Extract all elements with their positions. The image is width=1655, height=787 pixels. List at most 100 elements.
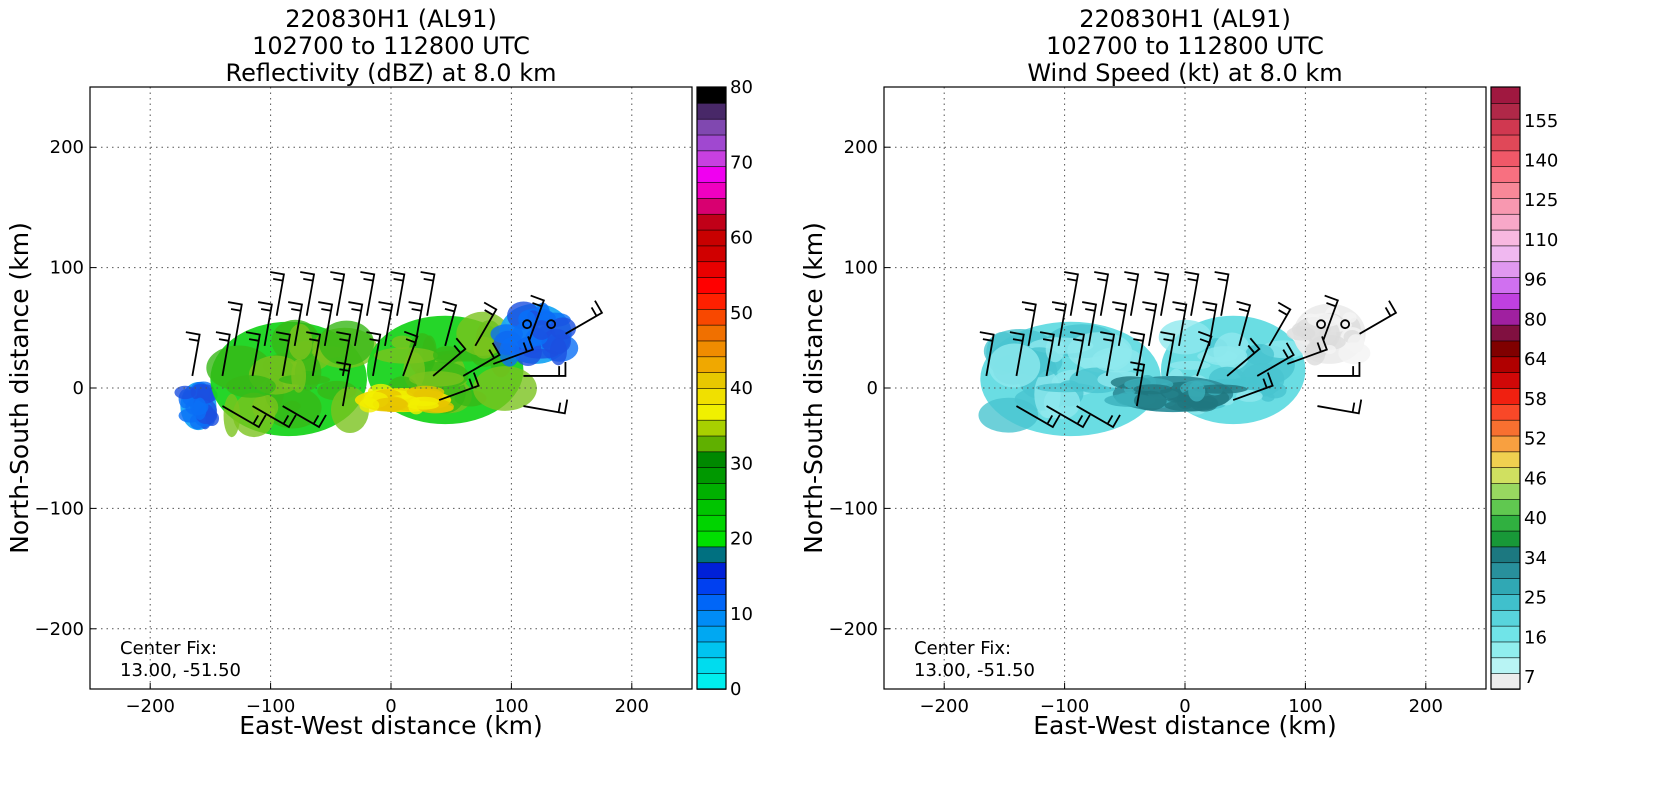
colorbar-segment	[1490, 577, 1521, 595]
colorbar-tick-label: 70	[730, 152, 753, 173]
wind-barb	[1154, 271, 1170, 316]
wind-barb	[523, 361, 567, 377]
field-cell	[1133, 384, 1173, 395]
colorbar-segment	[696, 387, 727, 405]
colorbar-segment	[696, 403, 727, 421]
colorbar-segment	[696, 530, 727, 548]
wind-barb	[1039, 331, 1055, 377]
wind-barb	[402, 330, 419, 377]
colorbar-tick-label: 30	[730, 453, 753, 474]
field-cell	[288, 323, 313, 360]
field-cell	[1286, 326, 1316, 341]
colorbar-segment	[1490, 466, 1521, 484]
wind-barb	[1256, 342, 1295, 377]
colorbar: 0 10 20 30 40 50 60 70 80	[696, 77, 753, 700]
colorbar-segment	[1490, 609, 1521, 627]
wind-barb	[1317, 399, 1363, 415]
wind-barb	[523, 399, 569, 415]
wind-barb	[1015, 405, 1061, 429]
colorbar-segment	[1490, 530, 1521, 548]
field-cell	[291, 358, 307, 393]
colorbar-segment	[696, 213, 727, 231]
colorbar-segment	[696, 451, 727, 469]
x-tick-label: 200	[615, 696, 649, 717]
x-tick-label: 100	[494, 696, 528, 717]
field-cell	[1201, 346, 1248, 366]
colorbar-segment	[1490, 371, 1521, 389]
colorbar-tick-label: 7	[1524, 667, 1535, 688]
y-axis-label: North-South distance (km)	[5, 222, 34, 554]
colorbar-tick-label: 16	[1524, 627, 1547, 648]
wind-barb	[1124, 271, 1140, 316]
chart-title-line: 220830H1 (AL91)	[1079, 5, 1291, 33]
colorbar-segment	[1490, 657, 1521, 674]
wind-barb	[438, 372, 480, 401]
colorbar-tick-label: 52	[1524, 429, 1547, 450]
colorbar-segment	[696, 197, 727, 215]
y-tick-label: 100	[844, 258, 878, 279]
wind-barb	[1202, 301, 1218, 347]
wind-barb	[1317, 361, 1361, 377]
wind-barb	[528, 294, 545, 341]
colorbar-segment	[1490, 451, 1521, 469]
colorbar-tick-label: 40	[730, 378, 753, 399]
colorbar-segment	[696, 308, 727, 326]
field-cell	[174, 385, 196, 400]
field-regions	[174, 301, 579, 438]
colorbar-segment	[696, 150, 727, 168]
x-tick-label: −100	[246, 696, 295, 717]
colorbar-segment	[1490, 308, 1521, 326]
colorbar-segment	[1490, 672, 1521, 690]
wind-barb	[336, 331, 352, 377]
colorbar-tick-label: 64	[1524, 349, 1547, 370]
colorbar-segment	[696, 356, 727, 373]
wind-barb	[1236, 300, 1252, 347]
wind-barb	[288, 301, 304, 347]
colorbar-segment	[1490, 165, 1521, 183]
wind-barb	[1359, 300, 1398, 335]
wind-barb	[1226, 337, 1261, 377]
wind-barb	[1100, 331, 1116, 377]
wind-barb	[1112, 301, 1128, 347]
colorbar-segment	[1490, 356, 1521, 373]
wind-barbs	[979, 271, 1398, 429]
colorbar-segment	[696, 102, 727, 120]
field-cell	[1188, 381, 1206, 402]
colorbar-tick-label: 155	[1524, 111, 1558, 132]
wind-barb	[1063, 271, 1079, 316]
wind-barb	[1268, 301, 1292, 347]
wind-barb	[1172, 301, 1188, 347]
wind-barb	[408, 301, 424, 347]
colorbar-segment	[1490, 324, 1521, 342]
wind-barb	[330, 271, 346, 316]
colorbar-segment	[1490, 435, 1521, 453]
colorbar-segment	[1490, 546, 1521, 564]
field-cell	[1035, 383, 1095, 393]
wind-barb	[252, 405, 297, 429]
colorbar-segment	[696, 245, 727, 263]
colorbar-segment	[1490, 292, 1521, 310]
wind-barb	[432, 337, 467, 377]
colorbar-segment	[1490, 561, 1521, 579]
wind-barb	[462, 342, 501, 377]
colorbar-tick-label: 96	[1524, 270, 1547, 291]
colorbar-segment	[696, 498, 727, 516]
colorbar-tick-label: 46	[1524, 468, 1547, 489]
wind-barb	[1051, 301, 1067, 347]
colorbar-segment	[696, 118, 727, 136]
x-axis-label: East-West distance (km)	[239, 711, 543, 740]
wind-barb	[257, 301, 273, 347]
x-tick-label: −200	[919, 696, 968, 717]
colorbar-segment	[1490, 150, 1521, 168]
wind-barb	[493, 336, 534, 365]
colorbar-tick-label: 50	[730, 303, 753, 324]
chart-title-line: Wind Speed (kt) at 8.0 km	[1027, 59, 1342, 87]
colorbar-segment	[1490, 245, 1521, 263]
y-tick-label: 0	[73, 378, 84, 399]
field-cell	[433, 346, 462, 365]
colorbar-segment	[1490, 514, 1521, 532]
y-axis-label: North-South distance (km)	[799, 222, 828, 554]
colorbar-tick-label: 0	[730, 679, 741, 700]
colorbar-segment	[696, 672, 727, 690]
wind-barb	[318, 301, 334, 347]
